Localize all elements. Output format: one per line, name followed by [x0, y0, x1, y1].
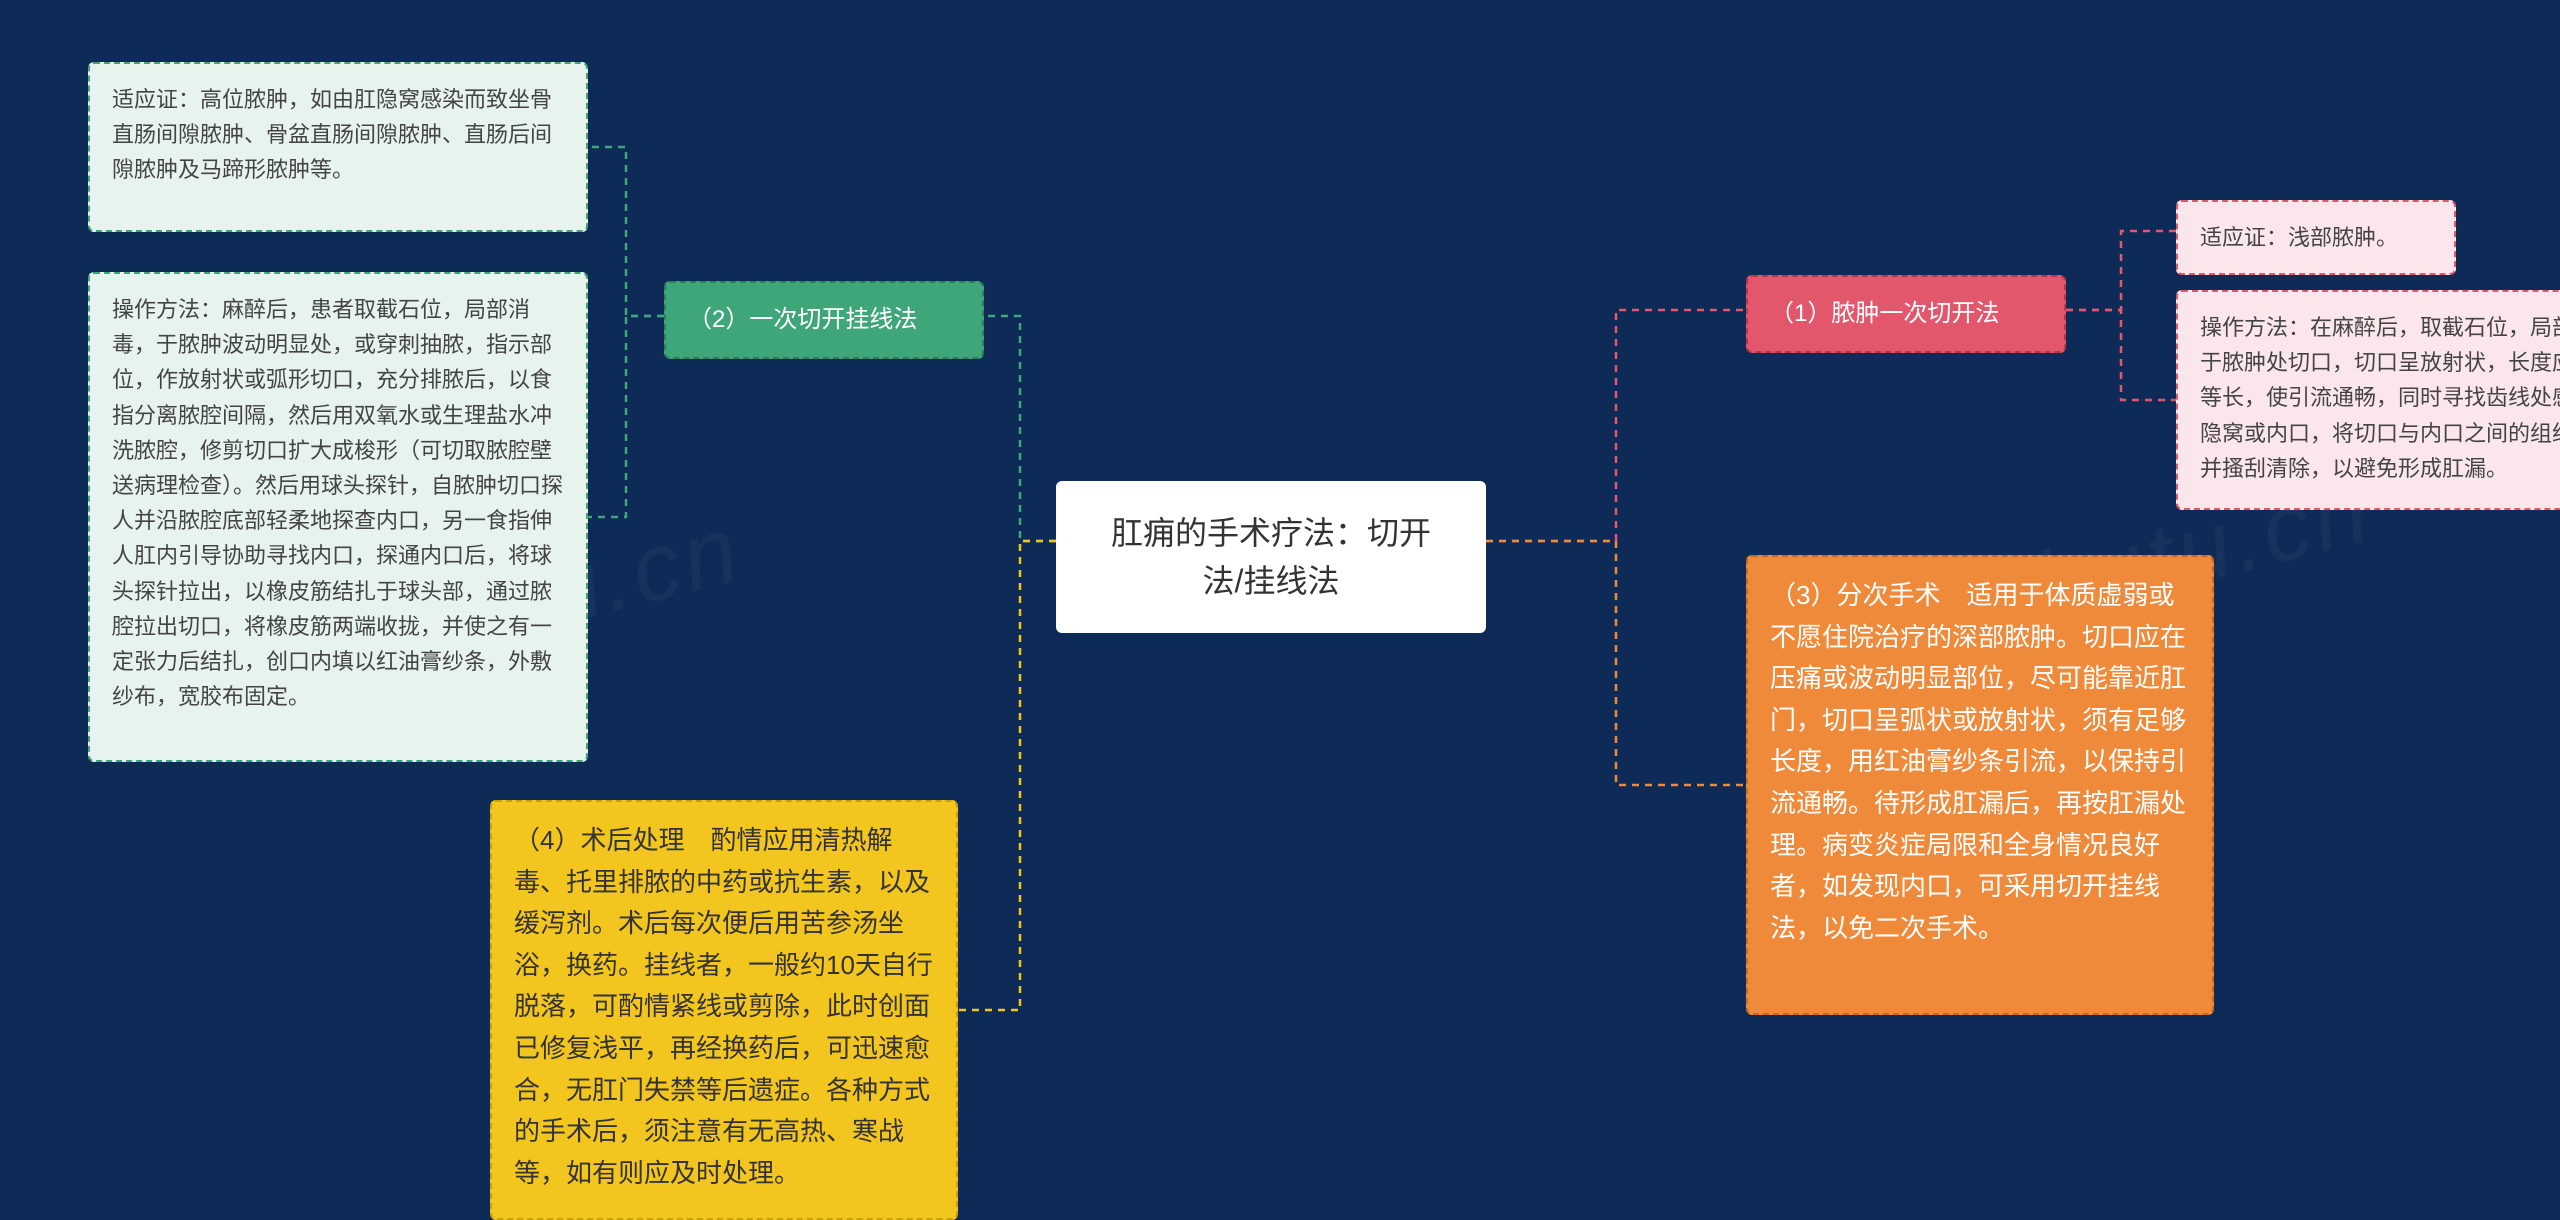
- node-text: 适应证：高位脓肿，如由肛隐窝感染而致坐骨直肠间隙脓肿、骨盆直肠间隙脓肿、直肠后间…: [112, 87, 552, 182]
- node-method-4: （4）术后处理 酌情应用清热解毒、托里排脓的中药或抗生素，以及缓泻剂。术后每次便…: [490, 800, 958, 1220]
- connector: [2066, 310, 2176, 400]
- node-method-3: （3）分次手术 适用于体质虚弱或不愿住院治疗的深部脓肿。切口应在压痛或波动明显部…: [1746, 555, 2214, 1015]
- node-text: 操作方法：在麻醉后，取截石位，局部消毒，于脓肿处切口，切口呈放射状，长度应与脓肿…: [2200, 315, 2560, 481]
- connector: [588, 316, 664, 517]
- node-method-2: （2）一次切开挂线法: [664, 281, 984, 359]
- connector: [2066, 231, 2176, 310]
- node-text: （3）分次手术 适用于体质虚弱或不愿住院治疗的深部脓肿。切口应在压痛或波动明显部…: [1770, 580, 2186, 943]
- connector: [984, 316, 1056, 541]
- node-method-1-procedure: 操作方法：在麻醉后，取截石位，局部消毒，于脓肿处切口，切口呈放射状，长度应与脓肿…: [2176, 290, 2560, 510]
- node-text: （4）术后处理 酌情应用清热解毒、托里排脓的中药或抗生素，以及缓泻剂。术后每次便…: [514, 825, 933, 1188]
- node-text: （2）一次切开挂线法: [688, 306, 917, 333]
- node-method-2-indication: 适应证：高位脓肿，如由肛隐窝感染而致坐骨直肠间隙脓肿、骨盆直肠间隙脓肿、直肠后间…: [88, 62, 588, 232]
- node-method-1: （1）脓肿一次切开法: [1746, 275, 2066, 353]
- center-topic: 肛痈的手术疗法：切开法/挂线法: [1056, 481, 1486, 633]
- node-method-1-indication: 适应证：浅部脓肿。: [2176, 200, 2456, 275]
- node-text: 操作方法：麻醉后，患者取截石位，局部消毒，于脓肿波动明显处，或穿刺抽脓，指示部位…: [112, 297, 563, 709]
- node-text: 适应证：浅部脓肿。: [2200, 225, 2398, 250]
- node-text: （1）脓肿一次切开法: [1770, 300, 1999, 327]
- node-method-2-procedure: 操作方法：麻醉后，患者取截石位，局部消毒，于脓肿波动明显处，或穿刺抽脓，指示部位…: [88, 272, 588, 762]
- connector: [1486, 541, 1746, 785]
- connector: [588, 147, 664, 316]
- connector: [1486, 310, 1746, 541]
- center-topic-text: 肛痈的手术疗法：切开法/挂线法: [1111, 515, 1431, 599]
- connector: [958, 541, 1056, 1010]
